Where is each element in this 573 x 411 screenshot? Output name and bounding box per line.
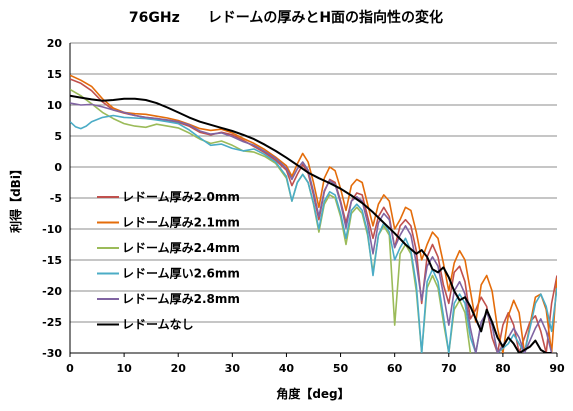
y-tick-label: 15 bbox=[47, 68, 62, 81]
x-tick-label: 90 bbox=[549, 362, 565, 375]
y-tick-label: -5 bbox=[50, 192, 62, 205]
y-tick-label: -10 bbox=[42, 223, 62, 236]
x-tick-label: 30 bbox=[225, 362, 241, 375]
series-line-2 bbox=[70, 74, 557, 353]
y-tick-label: -25 bbox=[42, 316, 62, 329]
x-tick-label: 70 bbox=[441, 362, 457, 375]
legend-label-4: レドーム厚い2.6mm bbox=[122, 267, 240, 281]
x-tick-label: 0 bbox=[66, 362, 74, 375]
x-tick-label: 10 bbox=[116, 362, 132, 375]
x-axis-label: 角度【deg】 bbox=[276, 386, 349, 401]
legend-label-6: レドームなし bbox=[122, 318, 194, 332]
y-tick-label: 10 bbox=[47, 99, 63, 112]
x-tick-label: 20 bbox=[171, 362, 187, 375]
y-tick-label: -15 bbox=[42, 254, 62, 267]
series-layer bbox=[70, 74, 557, 353]
x-tick-label: 40 bbox=[279, 362, 295, 375]
x-tick-label: 60 bbox=[387, 362, 403, 375]
legend-label-1: レドーム厚み2.0mm bbox=[122, 190, 240, 204]
y-axis-label: 利得【dBi】 bbox=[8, 163, 23, 233]
x-tick-label: 50 bbox=[333, 362, 349, 375]
legend-label-2: レドーム厚み2.1mm bbox=[122, 216, 240, 230]
chart-title: 76GHz レドームの厚みとH面の指向性の変化 bbox=[129, 9, 443, 26]
legend: レドーム厚み2.0mm レドーム厚み2.1mm レドーム厚み2.4mm レドーム厚い2… bbox=[97, 190, 240, 332]
series-line-6 bbox=[70, 94, 552, 353]
legend-label-3: レドーム厚み2.4mm bbox=[122, 241, 240, 255]
y-tick-label: 5 bbox=[54, 130, 62, 143]
y-tick-label: 20 bbox=[47, 37, 63, 50]
y-tick-label: 0 bbox=[54, 161, 62, 174]
y-tick-label: -30 bbox=[42, 347, 62, 360]
x-tick-label: 80 bbox=[495, 362, 511, 375]
legend-label-5: レドーム厚み2.8mm bbox=[122, 292, 240, 306]
y-tick-label: -20 bbox=[42, 285, 62, 298]
